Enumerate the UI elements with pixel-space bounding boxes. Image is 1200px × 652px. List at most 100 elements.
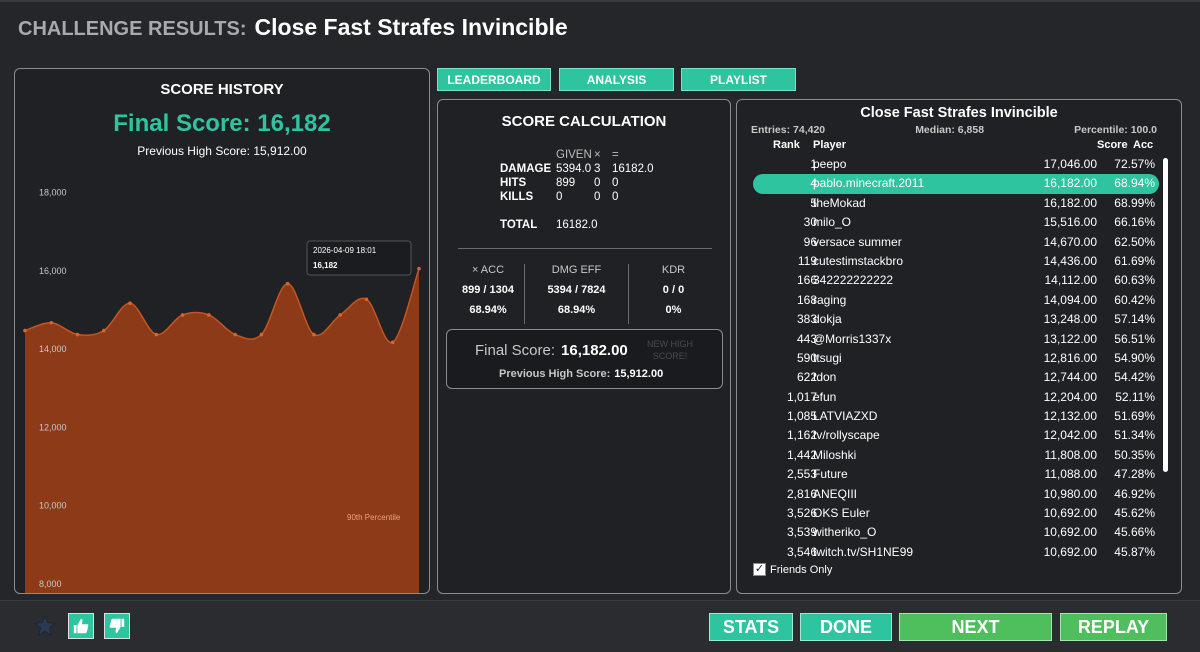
player-cell: OKS Euler xyxy=(813,506,870,521)
stat-accuracy: × ACC 899 / 1304 68.94% xyxy=(462,264,514,316)
tab-leaderboard[interactable]: LEADERBOARD xyxy=(437,68,551,91)
score-point xyxy=(128,301,132,305)
star-icon xyxy=(33,614,57,637)
leaderboard-row[interactable]: 590 ttsugi 12,816.00 54.90% xyxy=(753,349,1159,368)
score-cell: 14,094.00 xyxy=(1043,292,1097,307)
player-cell: dokja xyxy=(813,312,842,327)
player-cell: theMokad xyxy=(813,195,866,210)
acc-cell: 60.63% xyxy=(1114,273,1155,288)
score-point xyxy=(180,313,185,317)
calc-header-row: GIVEN × = xyxy=(500,148,672,162)
calc-row-total: TOTAL 16182.0 xyxy=(500,219,598,231)
player-cell: LATVIAZXD xyxy=(813,409,878,424)
calc-divider xyxy=(458,248,712,249)
calc-stats: × ACC 899 / 1304 68.94% DMG EFF 5394 / 7… xyxy=(452,264,718,324)
score-cell: 16,182.00 xyxy=(1043,195,1097,210)
percentile: Percentile: 100.0 xyxy=(1074,124,1157,136)
col-given: GIVEN xyxy=(556,149,592,161)
leaderboard-row[interactable]: 166 342222222222 14,112.00 60.63% xyxy=(753,271,1159,290)
player-cell: peepo xyxy=(813,157,847,171)
final-score-box: Final Score: 16,182.00 NEW HIGH SCORE! Pr… xyxy=(446,329,723,389)
score-point xyxy=(49,320,54,325)
rank-cell: 443 xyxy=(796,331,817,346)
median-score: Median: 6,858 xyxy=(915,124,985,136)
replay-button[interactable]: REPLAY xyxy=(1060,613,1167,641)
score-point xyxy=(259,332,264,337)
rank-cell: 1,085 xyxy=(786,409,817,424)
score-point xyxy=(154,332,159,337)
score-calculation-heading: SCORE CALCULATION xyxy=(501,113,667,130)
stats-button[interactable]: STATS xyxy=(709,613,793,641)
col-multiplier: × xyxy=(594,149,601,161)
leaderboard-row[interactable]: 3,546 twitch.tv/SH1NE99 10,692.00 45.87% xyxy=(753,543,1159,562)
player-cell: efun xyxy=(813,389,837,404)
y-tick-label: 14,000 xyxy=(39,344,67,354)
leaderboard-meta: Entries: 74,420 Median: 6,858 Percentile… xyxy=(751,124,1157,136)
entries-count: Entries: 74,420 xyxy=(751,124,826,136)
friends-only-toggle[interactable]: ✓ Friends Only xyxy=(753,563,832,576)
player-cell: witheriko_O xyxy=(813,525,877,540)
leaderboard-row[interactable]: 96 versace summer 14,670.00 62.50% xyxy=(753,233,1159,252)
score-cell: 14,112.00 xyxy=(1044,273,1098,288)
acc-cell: 50.35% xyxy=(1114,447,1155,462)
rank-cell: 119 xyxy=(797,253,817,268)
title-prefix: CHALLENGE RESULTS: xyxy=(18,18,247,40)
rank-cell: 590 xyxy=(796,350,817,365)
rank-cell: 30 xyxy=(803,215,817,230)
tab-analysis[interactable]: ANALYSIS xyxy=(559,68,674,91)
score-cell: 13,122.00 xyxy=(1043,331,1097,346)
leaderboard-row[interactable]: 1,442 Miloshki 11,808.00 50.35% xyxy=(753,446,1159,465)
leaderboard-row[interactable]: 30 milo_O 15,516.00 66.16% xyxy=(753,213,1159,232)
acc-cell: 68.94% xyxy=(1114,176,1155,191)
stat-damage-efficiency: DMG EFF 5394 / 7824 68.94% xyxy=(524,264,628,324)
leaderboard-row[interactable]: 2,816 ANEQIII 10,980.00 46.92% xyxy=(753,485,1159,504)
acc-cell: 45.62% xyxy=(1114,506,1155,521)
challenge-title: Close Fast Strafes Invincible xyxy=(254,14,568,40)
leaderboard-row[interactable]: 622 tdon 12,744.00 54.42% xyxy=(753,368,1159,387)
leaderboard-row[interactable]: 168 raging 14,094.00 60.42% xyxy=(753,291,1159,310)
y-tick-label: 16,000 xyxy=(39,266,67,276)
leaderboard-row[interactable]: 1,085 LATVIAZXD 12,132.00 51.69% xyxy=(753,407,1159,426)
calc-table: GIVEN × = DAMAGE 5394.0 3 16182.0 HITS 8… xyxy=(500,148,672,232)
acc-cell: 51.69% xyxy=(1114,409,1155,424)
next-button[interactable]: NEXT xyxy=(899,613,1052,641)
leaderboard-row[interactable]: 1 peepo 17,046.00 72.57% xyxy=(753,155,1159,174)
rank-cell: 3,546 xyxy=(786,544,817,559)
acc-cell: 60.42% xyxy=(1114,292,1155,307)
leaderboard-scrollbar[interactable] xyxy=(1163,158,1168,472)
y-tick-label: 10,000 xyxy=(39,501,67,511)
leaderboard-row[interactable]: 3,526 OKS Euler 10,692.00 45.62% xyxy=(753,504,1159,523)
leaderboard-row[interactable]: 1,162 tv/rollyscape 12,042.00 51.34% xyxy=(753,426,1159,445)
leaderboard-rows[interactable]: 1 peepo 17,046.00 72.57% 4 pablo.minecraft.20… xyxy=(753,155,1159,562)
leaderboard-row[interactable]: 2,553 Future 11,088.00 47.28% xyxy=(753,465,1159,484)
score-cell: 12,744.00 xyxy=(1043,370,1097,385)
checkbox-checked-icon[interactable]: ✓ xyxy=(753,563,766,576)
title-bar: CHALLENGE RESULTS: Close Fast Strafes In… xyxy=(18,14,568,48)
leaderboard-row[interactable]: 5 theMokad 16,182.00 68.99% xyxy=(753,194,1159,213)
score-line xyxy=(24,268,420,344)
score-cell: 12,204.00 xyxy=(1043,389,1097,404)
leaderboard-row-current-player[interactable]: 4 pablo.minecraft.2011 16,182.00 68.94% xyxy=(753,174,1159,194)
thumbs-up-button[interactable] xyxy=(68,613,94,639)
player-cell: cutestimstackbro xyxy=(813,253,904,268)
score-cell: 13,248.00 xyxy=(1043,312,1097,327)
player-cell: raging xyxy=(813,292,847,307)
rank-cell: 2,553 xyxy=(786,467,817,482)
acc-cell: 56.51% xyxy=(1114,331,1155,346)
leaderboard-row[interactable]: 443 @Morris1337x 13,122.00 56.51% xyxy=(753,330,1159,349)
score-cell: 14,670.00 xyxy=(1043,234,1097,249)
leaderboard-header: Rank Player Score Acc xyxy=(737,139,1167,153)
done-button[interactable]: DONE xyxy=(800,613,892,641)
thumbs-up-icon xyxy=(73,618,89,634)
thumbs-down-button[interactable] xyxy=(104,613,130,639)
col-equals: = xyxy=(612,149,619,161)
leaderboard-row[interactable]: 383 dokja 13,248.00 57.14% xyxy=(753,310,1159,329)
score-point xyxy=(207,313,211,317)
score-point xyxy=(285,281,290,286)
favorite-button[interactable] xyxy=(32,613,58,639)
rank-cell: 3,526 xyxy=(786,506,817,521)
tab-playlist[interactable]: PLAYLIST xyxy=(681,68,796,91)
leaderboard-row[interactable]: 1,017 efun 12,204.00 52.11% xyxy=(753,388,1159,407)
leaderboard-row[interactable]: 3,539 witheriko_O 10,692.00 45.66% xyxy=(753,523,1159,542)
leaderboard-row[interactable]: 119 cutestimstackbro 14,436.00 61.69% xyxy=(753,252,1159,271)
